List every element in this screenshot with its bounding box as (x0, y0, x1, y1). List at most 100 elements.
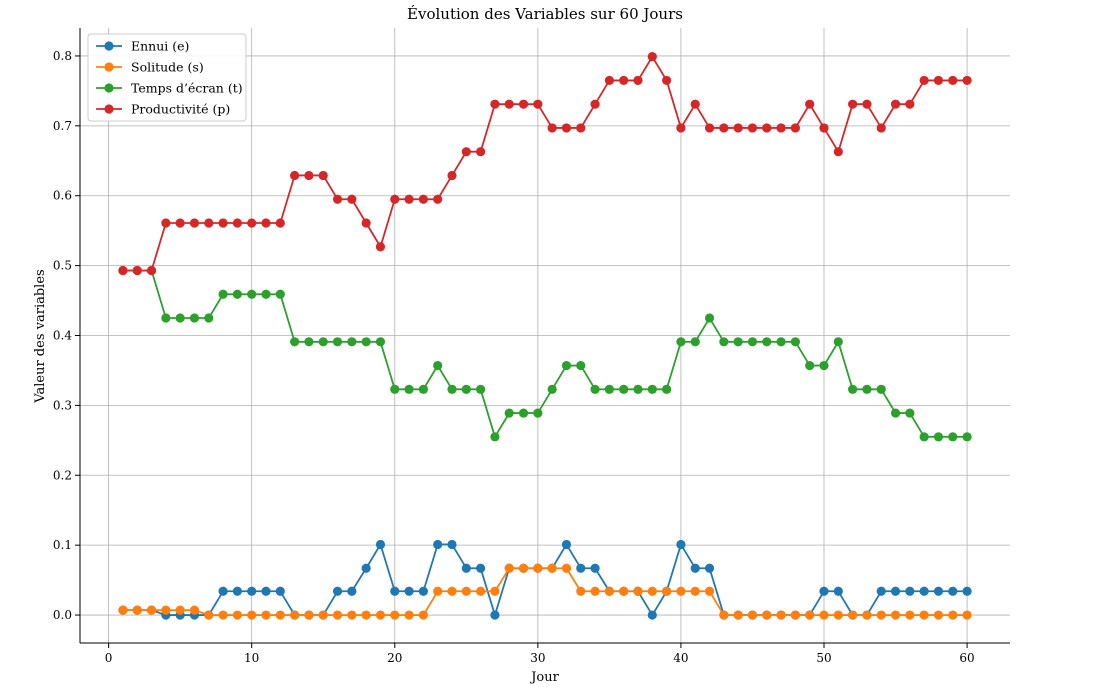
data-point (747, 610, 758, 620)
data-point (375, 337, 386, 347)
legend-label: Productivité (p) (131, 102, 230, 117)
data-point (805, 99, 815, 109)
data-point (933, 432, 944, 442)
x-tick-label: 10 (244, 651, 259, 665)
data-point (304, 170, 314, 181)
data-point (318, 610, 328, 620)
data-point (762, 123, 772, 133)
x-tick-label: 40 (673, 651, 688, 665)
data-point (275, 586, 285, 596)
data-point (132, 265, 142, 276)
data-point (132, 605, 142, 615)
data-point (490, 586, 500, 596)
data-point (461, 563, 471, 573)
data-point (490, 432, 500, 442)
data-point (890, 586, 901, 596)
data-point (962, 610, 972, 620)
data-point (490, 610, 500, 620)
data-point (204, 218, 214, 228)
data-point (819, 610, 829, 620)
data-point (418, 384, 428, 394)
data-point (633, 384, 643, 394)
data-point (476, 563, 486, 573)
data-point (647, 384, 657, 394)
data-point (533, 563, 543, 573)
data-point (933, 610, 944, 620)
x-tick-label: 30 (530, 651, 545, 665)
data-point (418, 586, 428, 596)
data-point (504, 563, 514, 573)
data-point (819, 586, 829, 596)
data-point (261, 610, 271, 620)
legend-swatch-marker (104, 83, 114, 93)
data-point (518, 99, 529, 109)
data-point (604, 586, 614, 596)
data-point (833, 610, 843, 620)
data-point (232, 586, 242, 596)
data-point (919, 610, 929, 620)
data-point (290, 337, 300, 347)
data-point (633, 75, 643, 86)
data-point (676, 123, 686, 133)
data-point (361, 610, 371, 620)
data-point (390, 194, 400, 204)
data-point (518, 563, 529, 573)
legend-label: Solitude (s) (131, 60, 204, 75)
data-point (375, 610, 386, 620)
legend-item: Solitude (s) (96, 60, 204, 75)
data-point (547, 384, 557, 394)
y-tick-label: 0.2 (53, 468, 72, 482)
y-tick-label: 0.6 (53, 189, 72, 203)
x-tick-label: 50 (816, 651, 831, 665)
data-point (790, 337, 800, 347)
data-point (833, 337, 843, 347)
data-point (919, 586, 929, 596)
data-point (848, 384, 858, 394)
data-point (576, 563, 586, 573)
data-point (948, 75, 958, 86)
y-tick-label: 0.8 (53, 49, 72, 63)
data-point (862, 610, 872, 620)
data-point (905, 408, 915, 418)
data-point (361, 337, 371, 347)
data-point (690, 99, 700, 109)
data-point (476, 384, 486, 394)
data-point (146, 265, 157, 276)
data-point (161, 218, 171, 228)
data-point (390, 384, 400, 394)
data-point (833, 147, 843, 157)
data-point (232, 218, 242, 228)
data-point (504, 99, 514, 109)
data-point (204, 313, 214, 323)
data-point (461, 384, 471, 394)
data-point (433, 194, 443, 204)
data-point (662, 384, 672, 394)
data-point (261, 218, 271, 228)
data-point (175, 218, 185, 228)
data-point (776, 337, 786, 347)
data-point (290, 610, 300, 620)
data-point (247, 289, 257, 299)
data-point (418, 610, 428, 620)
data-point (704, 563, 715, 573)
data-point (747, 337, 758, 347)
data-point (189, 218, 200, 228)
data-point (275, 218, 285, 228)
data-point (690, 337, 700, 347)
data-point (518, 408, 529, 418)
data-point (332, 610, 343, 620)
data-point (533, 408, 543, 418)
y-tick-label: 0.1 (53, 538, 72, 552)
data-point (161, 605, 171, 615)
data-point (604, 384, 614, 394)
y-ticks: 0.0 0.1 0.2 0.3 0.4 0.5 0.6 0.7 0.8 (53, 49, 80, 622)
x-tick-label: 0 (105, 651, 113, 665)
legend-label: Temps d’écran (t) (131, 81, 243, 96)
data-point (218, 586, 228, 596)
y-tick-label: 0.0 (53, 608, 72, 622)
data-point (890, 610, 901, 620)
data-point (876, 123, 886, 133)
data-point (390, 586, 400, 596)
data-point (576, 586, 586, 596)
